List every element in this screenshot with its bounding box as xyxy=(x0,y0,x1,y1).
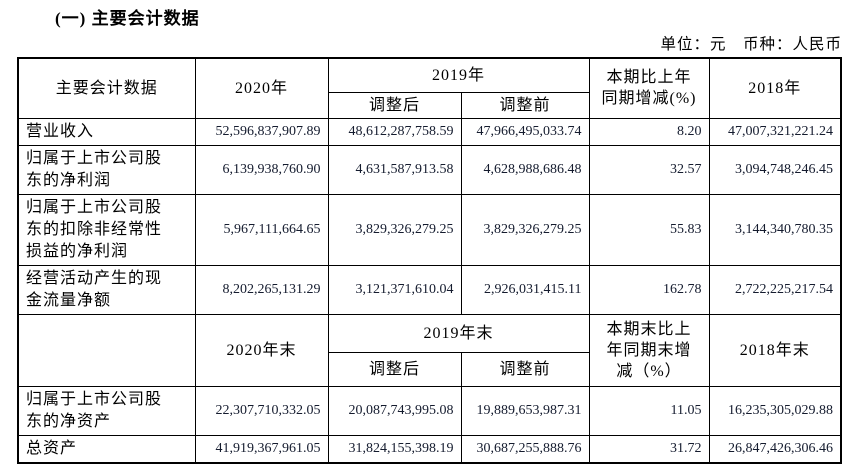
net-assets-change: 11.05 xyxy=(588,385,710,436)
table-row-total-assets: 总资产 41,919,367,961.05 31,824,155,398.19 … xyxy=(17,434,842,463)
section-title: (一) 主要会计数据 xyxy=(55,9,200,28)
table-row-revenue: 营业收入 52,596,837,907.89 48,612,287,758.59… xyxy=(17,117,842,146)
net-assets-2019-after: 20,087,743,995.08 xyxy=(327,385,462,436)
net-assets-2019-before: 19,889,653,987.31 xyxy=(460,385,590,436)
table-row-net-profit: 归属于上市公司股 东的净利润 6,139,938,760.90 4,631,58… xyxy=(17,144,842,195)
total-assets-2018: 26,847,426,306.46 xyxy=(708,434,842,463)
header-end-change: 本期末比上 年同期末增 减（%） xyxy=(588,313,710,387)
header-2018-end: 2018年末 xyxy=(708,313,842,387)
net-assets-2020: 22,307,710,332.05 xyxy=(194,385,329,436)
header-2019-end: 2019年末 xyxy=(327,313,590,353)
main-accounting-data-table: 主要会计数据 2020年 2019年 本期比上年 同期增减(%) 2018年 调… xyxy=(17,57,843,464)
row-label-net-profit-excl: 归属于上市公司股 东的扣除非经常性 损益的净利润 xyxy=(17,193,196,266)
net-profit-2020: 6,139,938,760.90 xyxy=(194,144,329,195)
header2-metric-empty xyxy=(17,313,196,387)
header-2019-end-adjusted-before: 调整前 xyxy=(460,351,590,387)
table-row-operating-cash-flow: 经营活动产生的现 金流量净额 8,202,265,131.29 3,121,37… xyxy=(17,264,842,315)
revenue-2019-before: 47,966,495,033.74 xyxy=(460,117,590,146)
header-2018: 2018年 xyxy=(708,57,842,119)
cash-flow-2018: 2,722,225,217.54 xyxy=(708,264,842,315)
total-assets-2019-before: 30,687,255,888.76 xyxy=(460,434,590,463)
revenue-change: 8.20 xyxy=(588,117,710,146)
cash-flow-change: 162.78 xyxy=(588,264,710,315)
net-profit-2019-after: 4,631,587,913.58 xyxy=(327,144,462,195)
table-row-net-assets: 归属于上市公司股 东的净资产 22,307,710,332.05 20,087,… xyxy=(17,385,842,436)
table-row-net-profit-excl: 归属于上市公司股 东的扣除非经常性 损益的净利润 5,967,111,664.6… xyxy=(17,193,842,266)
header-2020-end: 2020年末 xyxy=(194,313,329,387)
header-yoy-change: 本期比上年 同期增减(%) xyxy=(588,57,710,119)
header-2019-adjusted-after: 调整后 xyxy=(327,91,462,119)
net-profit-2018: 3,094,748,246.45 xyxy=(708,144,842,195)
net-profit-excl-2020: 5,967,111,664.65 xyxy=(194,193,329,266)
header-2019-adjusted-before: 调整前 xyxy=(460,91,590,119)
cash-flow-2020: 8,202,265,131.29 xyxy=(194,264,329,315)
header-metric: 主要会计数据 xyxy=(17,57,196,119)
revenue-2018: 47,007,321,221.24 xyxy=(708,117,842,146)
revenue-2019-after: 48,612,287,758.59 xyxy=(327,117,462,146)
cash-flow-2019-after: 3,121,371,610.04 xyxy=(327,264,462,315)
net-profit-excl-2019-after: 3,829,326,279.25 xyxy=(327,193,462,266)
row-label-net-assets: 归属于上市公司股 东的净资产 xyxy=(17,385,196,436)
header-2020: 2020年 xyxy=(194,57,329,119)
row-label-revenue: 营业收入 xyxy=(17,117,196,146)
unit-currency-note: 单位：元 币种：人民币 xyxy=(660,36,842,53)
net-profit-excl-change: 55.83 xyxy=(588,193,710,266)
net-profit-excl-2018: 3,144,340,780.35 xyxy=(708,193,842,266)
total-assets-2019-after: 31,824,155,398.19 xyxy=(327,434,462,463)
net-profit-excl-2019-before: 3,829,326,279.25 xyxy=(460,193,590,266)
net-profit-change: 32.57 xyxy=(588,144,710,195)
row-label-net-profit: 归属于上市公司股 东的净利润 xyxy=(17,144,196,195)
row-label-total-assets: 总资产 xyxy=(17,434,196,463)
cash-flow-2019-before: 2,926,031,415.11 xyxy=(460,264,590,315)
total-assets-change: 31.72 xyxy=(588,434,710,463)
revenue-2020: 52,596,837,907.89 xyxy=(194,117,329,146)
header-2019: 2019年 xyxy=(327,57,590,93)
net-profit-2019-before: 4,628,988,686.48 xyxy=(460,144,590,195)
total-assets-2020: 41,919,367,961.05 xyxy=(194,434,329,463)
header-2019-end-adjusted-after: 调整后 xyxy=(327,351,462,387)
row-label-operating-cash-flow: 经营活动产生的现 金流量净额 xyxy=(17,264,196,315)
net-assets-2018: 16,235,305,029.88 xyxy=(708,385,842,436)
